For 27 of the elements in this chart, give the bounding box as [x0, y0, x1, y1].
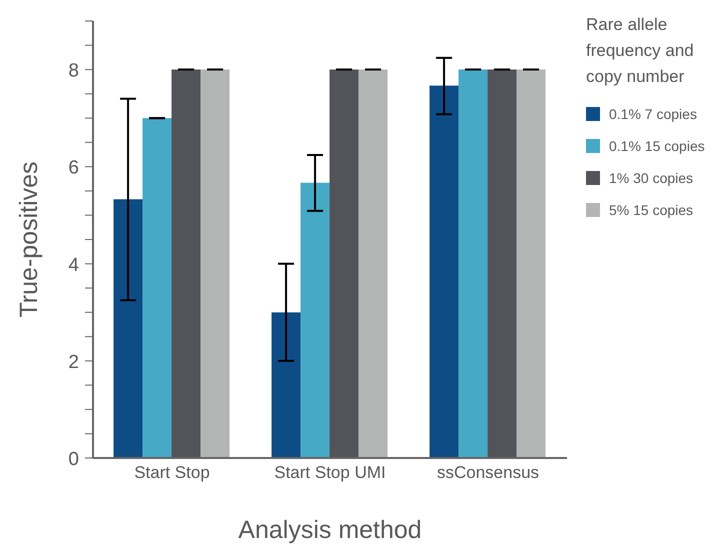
bar [114, 199, 143, 458]
y-tick-label: 2 [68, 352, 79, 373]
bar [300, 182, 330, 458]
bar [142, 118, 172, 458]
bar [516, 70, 546, 458]
bar [430, 86, 459, 458]
bar [330, 70, 359, 458]
x-axis-title: Analysis method [238, 516, 422, 544]
bar [488, 70, 517, 458]
y-tick-label: 8 [68, 60, 79, 82]
bar [272, 312, 301, 458]
x-tick-label: ssConsensus [436, 463, 540, 482]
y-tick-label: 0 [68, 449, 79, 470]
bar [200, 70, 230, 458]
bar [458, 70, 488, 458]
legend-label: 5% 15 copies [609, 202, 694, 218]
bar [172, 70, 201, 458]
y-tick-label: 6 [68, 158, 79, 179]
y-axis-title: True-positives [14, 161, 43, 318]
legend-label: 0.1% 7 copies [609, 106, 697, 122]
x-tick-label: Start Stop UMI [274, 463, 386, 482]
legend-title: Rare allele frequency and copy number [586, 14, 695, 88]
legend-label: 1% 30 copies [609, 170, 694, 186]
legend-label: 0.1% 15 copies [609, 138, 705, 154]
x-tick-label: Start Stop [134, 463, 210, 482]
bar [358, 70, 388, 458]
y-tick-label: 4 [68, 254, 80, 276]
